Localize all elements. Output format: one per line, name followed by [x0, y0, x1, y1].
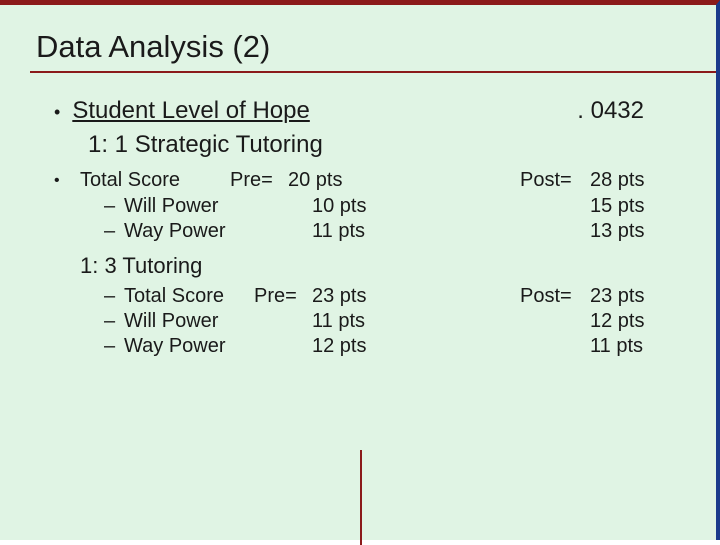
dash-icon: –: [104, 220, 124, 243]
bullet-dot-icon: •: [54, 97, 60, 127]
heading-label: Student Level of Hope: [72, 97, 310, 125]
post-value: 12 pts: [590, 310, 680, 333]
dash-icon: –: [104, 285, 124, 308]
pre-value: 20 pts: [288, 169, 378, 192]
post-label: Post=: [520, 285, 590, 308]
dash-icon: –: [104, 335, 124, 358]
group1-total-row: • Total Score Pre= 20 pts Post= 28 pts: [36, 169, 680, 193]
group2-total-row: – Total Score Pre= 23 pts Post= 23 pts: [36, 285, 680, 308]
pre-value: 11 pts: [312, 220, 402, 243]
row-label: Total Score: [124, 285, 254, 308]
group2-will-row: – Will Power 11 pts 12 pts: [36, 310, 680, 333]
bullet-dot-icon: •: [54, 169, 80, 193]
pre-value: 11 pts: [312, 310, 402, 333]
dash-icon: –: [104, 310, 124, 333]
group2-way-row: – Way Power 12 pts 11 pts: [36, 335, 680, 358]
bullet-level-1: • Student Level of Hope . 0432: [36, 97, 680, 127]
pre-label: Pre=: [254, 285, 312, 308]
heading-subtitle: 1: 1 Strategic Tutoring: [36, 131, 680, 159]
group1-way-row: – Way Power 11 pts 13 pts: [36, 220, 680, 243]
heading-pvalue: . 0432: [577, 97, 680, 125]
pre-value: 12 pts: [312, 335, 402, 358]
post-label: Post=: [520, 169, 590, 192]
title-rule: [30, 71, 716, 73]
slide: Data Analysis (2) • Student Level of Hop…: [0, 0, 720, 540]
section2-title: 1: 3 Tutoring: [36, 253, 680, 279]
row-label: Way Power: [124, 335, 254, 358]
row-label: Will Power: [124, 195, 254, 218]
post-value: 13 pts: [590, 220, 680, 243]
row-label: Will Power: [124, 310, 254, 333]
post-value: 23 pts: [590, 285, 680, 308]
row-label: Total Score: [80, 169, 230, 192]
group1-will-row: – Will Power 10 pts 15 pts: [36, 195, 680, 218]
dash-icon: –: [104, 195, 124, 218]
pre-value: 10 pts: [312, 195, 402, 218]
row-label: Way Power: [124, 220, 254, 243]
post-value: 28 pts: [590, 169, 680, 192]
post-value: 15 pts: [590, 195, 680, 218]
post-value: 11 pts: [590, 335, 680, 358]
slide-title: Data Analysis (2): [36, 29, 680, 65]
pre-label: Pre=: [230, 169, 288, 192]
pre-value: 23 pts: [312, 285, 402, 308]
bottom-center-rule: [360, 450, 362, 545]
